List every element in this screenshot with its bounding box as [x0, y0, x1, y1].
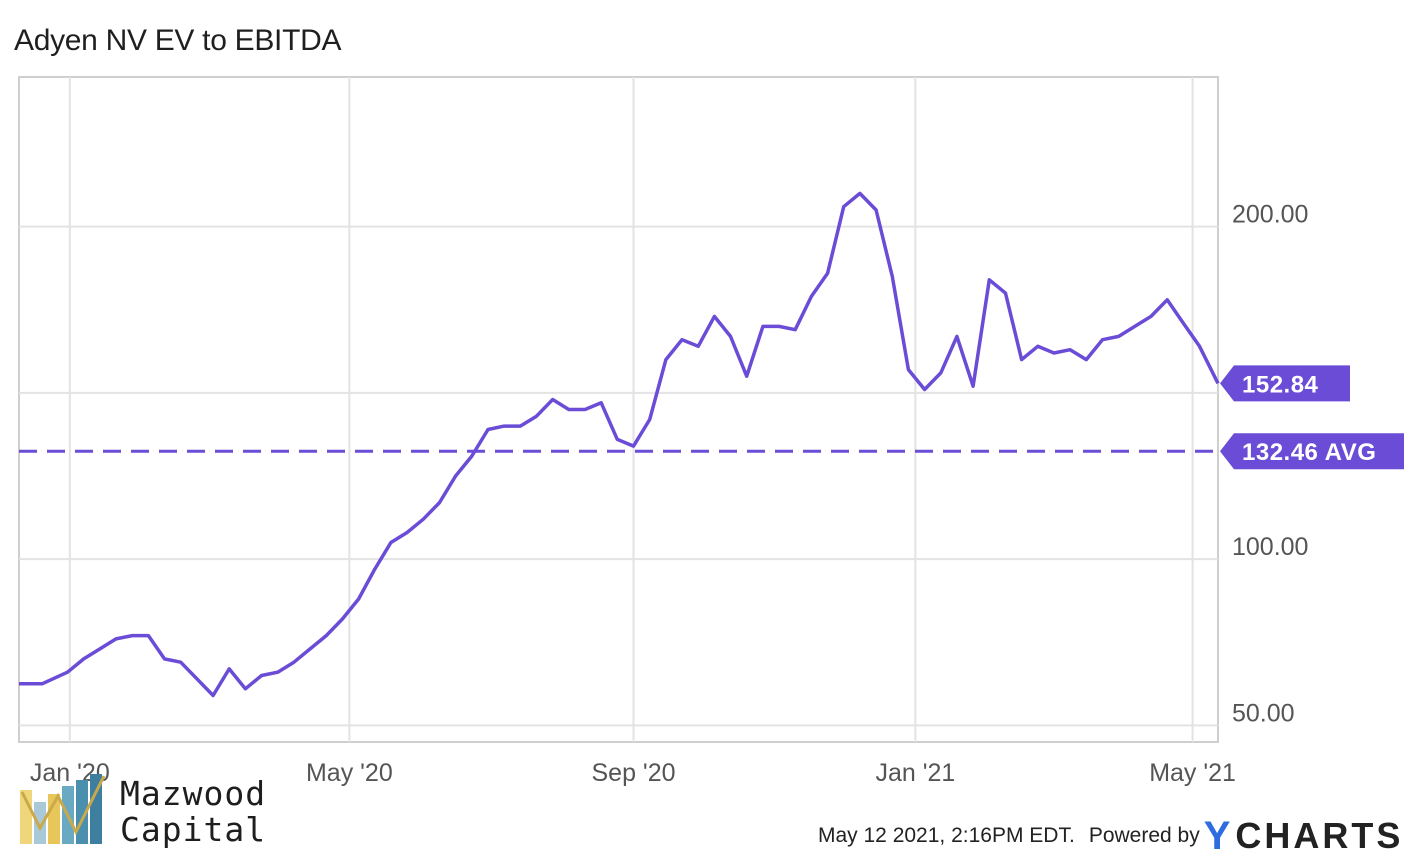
value-tags: 152.84 132.46 AVG [1220, 365, 1404, 470]
bar-chart-logo-icon [20, 774, 106, 844]
x-tick-label: Jan '21 [875, 759, 955, 787]
value-tag-shape [1220, 433, 1404, 470]
x-tick-label: May '20 [306, 759, 393, 787]
ycharts-wordmark: CHARTS [1235, 815, 1404, 856]
x-tick-label: May '21 [1149, 759, 1236, 787]
y-tick-label: 200.00 [1232, 201, 1308, 229]
chart-title: Adyen NV EV to EBITDA [14, 24, 342, 57]
y-tick-label: 50.00 [1232, 699, 1295, 727]
logo-text-line1: Mazwood [120, 774, 267, 813]
series-layer [19, 191, 1220, 698]
timestamp: May 12 2021, 2:16PM EDT. [818, 824, 1075, 847]
plot-frame [18, 76, 1219, 743]
mazwood-capital-logo: Mazwood Capital [18, 772, 318, 852]
grid-lines [19, 77, 1218, 742]
footer: May 12 2021, 2:16PM EDT. Powered by Y CH… [818, 814, 1403, 858]
logo-text-line2: Capital [120, 810, 267, 849]
ycharts-y-icon: Y [1203, 813, 1234, 858]
value-tag-label: 152.84 [1242, 371, 1319, 398]
y-tick-label: 100.00 [1232, 533, 1308, 561]
x-axis-ticks: Jan '20 May '20 Sep '20 Jan '21 May '21 [30, 759, 1236, 787]
ycharts-logo[interactable]: Y CHARTS [1204, 814, 1404, 859]
ev-to-ebitda-series-line [19, 191, 1220, 698]
value-tag-shape [1220, 365, 1350, 402]
value-tag-label: 132.46 AVG [1242, 439, 1376, 466]
x-tick-label: Sep '20 [592, 759, 676, 787]
powered-by-label: Powered by [1088, 824, 1200, 847]
